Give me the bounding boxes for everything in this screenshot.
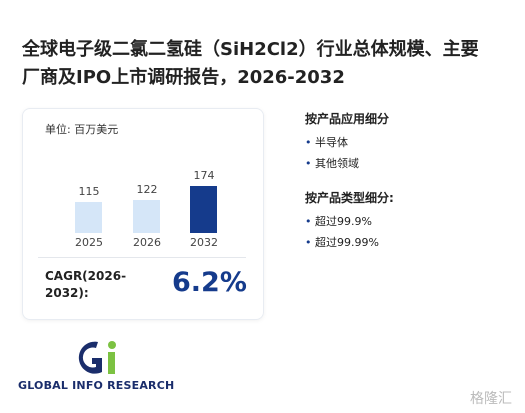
segment-item: 超过99.99% [305, 234, 505, 250]
value-label: 174 [193, 169, 215, 183]
value-label: 115 [78, 184, 100, 198]
segment-item: 其他领域 [305, 155, 505, 171]
segment-item: 超过99.9% [305, 213, 505, 229]
divider [38, 257, 246, 258]
cagr-value: 6.2% [172, 267, 247, 298]
segment-title: 按产品应用细分 [305, 112, 390, 126]
cagr-label: CAGR(2026-2032): [45, 269, 127, 300]
summary-card [22, 108, 264, 320]
x-tick-label: 2026 [133, 236, 161, 249]
watermark: 格隆汇 [470, 391, 512, 407]
segment: 按产品应用细分半导体其他领域 [305, 110, 505, 171]
value-label: 122 [136, 183, 158, 197]
bar [190, 186, 217, 233]
bar [75, 201, 102, 233]
report-title: 全球电子级二氯二氢硅（SiH2Cl2）行业总体规模、主要厂商及IPO上市调研报告… [22, 39, 479, 88]
segments: 按产品应用细分半导体其他领域按产品类型细分: 超过99.9% 超过99.99% [305, 110, 505, 268]
x-tick-label: 2025 [75, 236, 103, 249]
logo-text: GLOBAL INFO RESEARCH [18, 379, 175, 392]
segment-item: 半导体 [305, 134, 505, 150]
segment: 按产品类型细分: 超过99.9% 超过99.99% [305, 189, 505, 250]
unit-label: 单位: 百万美元 [45, 123, 119, 136]
bar [133, 200, 160, 233]
logo-mark [78, 341, 116, 374]
segment-title: 按产品类型细分: [305, 191, 394, 205]
x-tick-label: 2032 [190, 236, 218, 249]
